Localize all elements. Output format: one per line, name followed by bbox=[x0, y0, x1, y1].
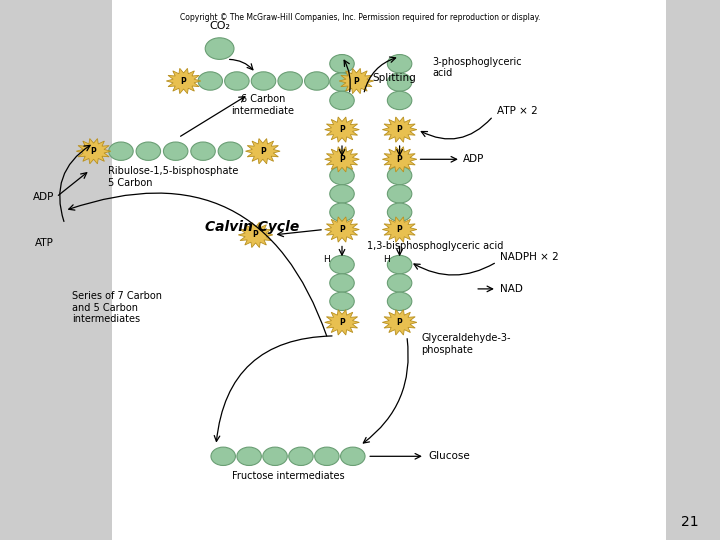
Polygon shape bbox=[325, 147, 359, 172]
Text: 6 Carbon
intermediate: 6 Carbon intermediate bbox=[231, 94, 294, 116]
Circle shape bbox=[198, 72, 222, 90]
Circle shape bbox=[330, 292, 354, 310]
Text: H: H bbox=[323, 255, 330, 264]
Circle shape bbox=[387, 91, 412, 110]
Circle shape bbox=[278, 72, 302, 90]
Circle shape bbox=[341, 447, 365, 465]
Circle shape bbox=[387, 274, 412, 292]
Text: P: P bbox=[260, 147, 266, 156]
Circle shape bbox=[387, 292, 412, 310]
Text: Series of 7 Carbon
and 5 Carbon
intermediates: Series of 7 Carbon and 5 Carbon intermed… bbox=[72, 291, 162, 325]
Text: Calvin Cycle: Calvin Cycle bbox=[205, 220, 299, 234]
Circle shape bbox=[263, 447, 287, 465]
Text: Copyright © The McGraw-Hill Companies, Inc. Permission required for reproduction: Copyright © The McGraw-Hill Companies, I… bbox=[180, 14, 540, 23]
Circle shape bbox=[387, 255, 412, 274]
Text: P: P bbox=[339, 318, 345, 327]
Text: P: P bbox=[339, 155, 345, 164]
Polygon shape bbox=[382, 217, 417, 242]
Polygon shape bbox=[382, 147, 417, 172]
Text: P: P bbox=[91, 147, 96, 156]
Circle shape bbox=[387, 203, 412, 221]
Text: Fructose intermediates: Fructose intermediates bbox=[232, 471, 344, 482]
Polygon shape bbox=[166, 69, 201, 93]
Text: P: P bbox=[397, 225, 402, 234]
Polygon shape bbox=[246, 139, 280, 164]
Text: P: P bbox=[181, 77, 186, 85]
Text: Splitting: Splitting bbox=[372, 73, 416, 83]
Text: 1,3-bisphosphoglyceric acid: 1,3-bisphosphoglyceric acid bbox=[367, 241, 503, 251]
Circle shape bbox=[305, 72, 329, 90]
Text: P: P bbox=[339, 225, 345, 234]
Text: Glucose: Glucose bbox=[428, 451, 470, 461]
Polygon shape bbox=[325, 217, 359, 242]
Text: ADP: ADP bbox=[463, 154, 485, 164]
Text: P: P bbox=[339, 125, 345, 134]
Circle shape bbox=[330, 166, 354, 185]
Circle shape bbox=[330, 274, 354, 292]
Circle shape bbox=[109, 142, 133, 160]
Polygon shape bbox=[238, 222, 273, 247]
Text: H: H bbox=[383, 255, 390, 264]
Text: P: P bbox=[397, 125, 402, 134]
Text: P: P bbox=[397, 155, 402, 164]
Circle shape bbox=[330, 91, 354, 110]
Circle shape bbox=[218, 142, 243, 160]
Circle shape bbox=[330, 203, 354, 221]
Circle shape bbox=[330, 185, 354, 203]
Circle shape bbox=[315, 447, 339, 465]
Circle shape bbox=[191, 142, 215, 160]
Circle shape bbox=[387, 166, 412, 185]
Circle shape bbox=[330, 73, 354, 91]
Circle shape bbox=[211, 447, 235, 465]
Circle shape bbox=[205, 38, 234, 59]
Circle shape bbox=[225, 72, 249, 90]
Circle shape bbox=[330, 255, 354, 274]
Text: NADPH × 2: NADPH × 2 bbox=[500, 252, 559, 261]
Text: P: P bbox=[397, 318, 402, 327]
Circle shape bbox=[237, 447, 261, 465]
Polygon shape bbox=[339, 69, 374, 93]
Circle shape bbox=[330, 55, 354, 73]
Circle shape bbox=[331, 72, 356, 90]
Circle shape bbox=[289, 447, 313, 465]
Polygon shape bbox=[325, 310, 359, 335]
Circle shape bbox=[387, 73, 412, 91]
Polygon shape bbox=[382, 117, 417, 142]
Text: Glyceraldehyde-3-
phosphate: Glyceraldehyde-3- phosphate bbox=[421, 333, 510, 355]
Text: CO₂: CO₂ bbox=[209, 21, 230, 31]
Polygon shape bbox=[76, 139, 111, 164]
Text: ATP: ATP bbox=[35, 238, 54, 248]
Text: Ribulose-1,5-bisphosphate
5 Carbon: Ribulose-1,5-bisphosphate 5 Carbon bbox=[108, 166, 238, 188]
Polygon shape bbox=[382, 310, 417, 335]
Circle shape bbox=[387, 185, 412, 203]
Circle shape bbox=[387, 55, 412, 73]
Text: P: P bbox=[354, 77, 359, 85]
Text: NAD: NAD bbox=[500, 284, 523, 294]
Text: 3-phosphoglyceric
acid: 3-phosphoglyceric acid bbox=[432, 57, 521, 78]
Text: P: P bbox=[253, 231, 258, 239]
Text: 21: 21 bbox=[681, 515, 698, 529]
Circle shape bbox=[136, 142, 161, 160]
Polygon shape bbox=[325, 117, 359, 142]
Circle shape bbox=[163, 142, 188, 160]
Circle shape bbox=[251, 72, 276, 90]
Text: ADP: ADP bbox=[32, 192, 54, 202]
Text: ATP × 2: ATP × 2 bbox=[497, 106, 538, 116]
